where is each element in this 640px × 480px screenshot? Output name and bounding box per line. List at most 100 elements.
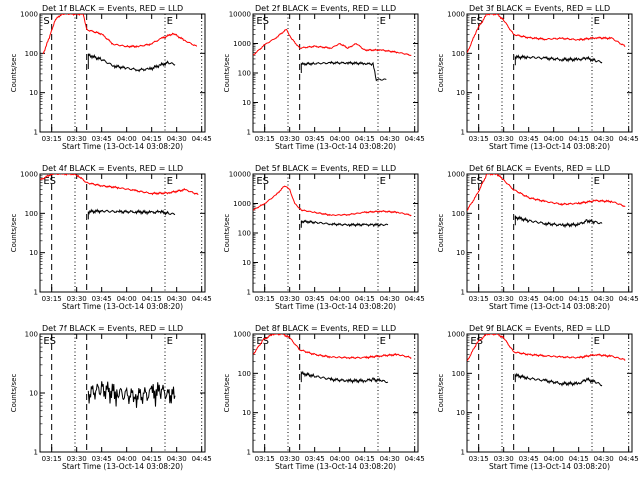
marker-label: ES — [256, 176, 269, 187]
x-tick-label: 03:15 — [42, 135, 62, 143]
x-axis-label: Start Time (13-Oct-14 03:08:20) — [275, 462, 396, 471]
lld-series-line — [40, 174, 199, 196]
x-tick-label: 04:45 — [192, 295, 212, 303]
x-tick-label: 03:15 — [42, 295, 62, 303]
x-tick-label: 04:45 — [619, 135, 639, 143]
y-tick-label: 1000 — [447, 171, 465, 179]
plot-frame — [252, 333, 419, 453]
y-tick-label: 10 — [242, 409, 251, 417]
events-series-line — [300, 370, 389, 384]
x-tick-label: 04:45 — [192, 455, 212, 463]
x-tick-label: 04:45 — [619, 295, 639, 303]
y-tick-label: 10 — [29, 390, 38, 398]
x-tick-label: 03:45 — [519, 455, 539, 463]
y-tick-label: 100 — [238, 370, 251, 378]
plot-frame — [466, 173, 633, 293]
x-tick-label: 04:30 — [380, 455, 400, 463]
y-axis-label: Counts/sec — [437, 54, 445, 93]
y-tick-label: 100 — [452, 50, 465, 58]
x-tick-label: 04:15 — [355, 295, 375, 303]
x-tick-label: 04:00 — [330, 135, 350, 143]
x-tick-label: 04:00 — [330, 455, 350, 463]
plot-frame — [466, 333, 633, 453]
y-tick-label: 1 — [34, 449, 38, 457]
x-tick-label: 03:15 — [255, 135, 275, 143]
panel-det-8: Det 8f BLACK = Events, RED = LLD 1 10 100 10… — [223, 324, 425, 471]
marker-label: ES — [470, 176, 483, 187]
panel-det-9: Det 9f BLACK = Events, RED = LLD 1 10 100 10… — [437, 324, 639, 471]
y-axis-label: Counts/sec — [223, 374, 231, 413]
marker-label: ES — [43, 176, 56, 187]
y-tick-label: 1 — [461, 289, 465, 297]
marker-label: E — [167, 336, 173, 347]
marker-label: S — [43, 16, 49, 27]
panel-title: Det 4f BLACK = Events, RED = LLD — [42, 164, 183, 173]
x-tick-label: 03:45 — [519, 295, 539, 303]
plot-frame — [39, 13, 206, 133]
events-series-line — [300, 60, 387, 82]
x-tick-label: 04:00 — [117, 295, 137, 303]
plot-frame — [39, 173, 206, 293]
panel-title: Det 3f BLACK = Events, RED = LLD — [469, 4, 610, 13]
lld-series-line — [467, 334, 626, 362]
y-tick-label: 1 — [34, 289, 38, 297]
y-axis-label: Counts/sec — [223, 54, 231, 93]
y-tick-label: 10000 — [229, 171, 251, 179]
x-tick-label: 04:30 — [594, 135, 614, 143]
y-axis-label: Counts/sec — [437, 214, 445, 253]
x-tick-label: 04:30 — [594, 455, 614, 463]
x-tick-label: 03:15 — [42, 455, 62, 463]
panel-det-7: Det 7f BLACK = Events, RED = LLD 1 10 100 03… — [10, 324, 212, 471]
x-tick-label: 04:30 — [380, 295, 400, 303]
y-tick-label: 100 — [238, 70, 251, 78]
y-axis-label: Counts/sec — [10, 214, 18, 253]
x-tick-label: 03:30 — [280, 295, 300, 303]
x-tick-label: 04:45 — [192, 135, 212, 143]
y-tick-label: 10 — [242, 259, 251, 267]
lld-series-line — [253, 185, 412, 217]
events-series-line — [514, 372, 603, 387]
y-axis-label: Counts/sec — [437, 374, 445, 413]
panel-title: Det 9f BLACK = Events, RED = LLD — [469, 324, 610, 333]
marker-label: E — [380, 176, 386, 187]
x-tick-label: 03:45 — [305, 135, 325, 143]
x-axis-label: Start Time (13-Oct-14 03:08:20) — [489, 462, 610, 471]
marker-label: E — [380, 336, 386, 347]
y-tick-label: 10 — [242, 99, 251, 107]
panel-title: Det 2f BLACK = Events, RED = LLD — [255, 4, 396, 13]
panel-det-3: Det 3f BLACK = Events, RED = LLD 1 10 100 10… — [437, 4, 639, 151]
x-tick-label: 04:30 — [594, 295, 614, 303]
plot-frame — [252, 13, 419, 133]
x-tick-label: 04:00 — [544, 135, 564, 143]
x-tick-label: 04:15 — [142, 455, 162, 463]
x-tick-label: 04:45 — [405, 135, 425, 143]
marker-label: E — [380, 16, 386, 27]
panel-title: Det 5f BLACK = Events, RED = LLD — [255, 164, 396, 173]
x-tick-label: 03:15 — [469, 295, 489, 303]
y-tick-label: 10000 — [229, 11, 251, 19]
x-tick-label: 04:45 — [619, 455, 639, 463]
x-tick-label: 04:30 — [167, 455, 187, 463]
lld-series-line — [253, 334, 412, 360]
panel-det-1: Det 1f BLACK = Events, RED = LLD 1 10 100 10… — [10, 4, 212, 151]
x-tick-label: 03:30 — [494, 135, 514, 143]
plot-frame — [252, 173, 419, 293]
x-tick-label: 04:15 — [142, 135, 162, 143]
marker-label: E — [594, 176, 600, 187]
marker-label: ES — [470, 16, 483, 27]
x-tick-label: 03:45 — [305, 295, 325, 303]
y-tick-label: 1 — [461, 449, 465, 457]
y-tick-label: 1 — [461, 129, 465, 137]
events-series-line — [87, 208, 176, 220]
events-series-line — [87, 381, 176, 408]
y-tick-label: 100 — [25, 331, 38, 339]
x-tick-label: 04:15 — [355, 455, 375, 463]
y-axis-label: Counts/sec — [10, 374, 18, 413]
x-tick-label: 03:15 — [255, 455, 275, 463]
lld-series-line — [42, 14, 198, 55]
x-tick-label: 04:15 — [569, 295, 589, 303]
x-tick-label: 04:15 — [355, 135, 375, 143]
x-tick-label: 04:45 — [405, 295, 425, 303]
panel-title: Det 1f BLACK = Events, RED = LLD — [42, 4, 183, 13]
